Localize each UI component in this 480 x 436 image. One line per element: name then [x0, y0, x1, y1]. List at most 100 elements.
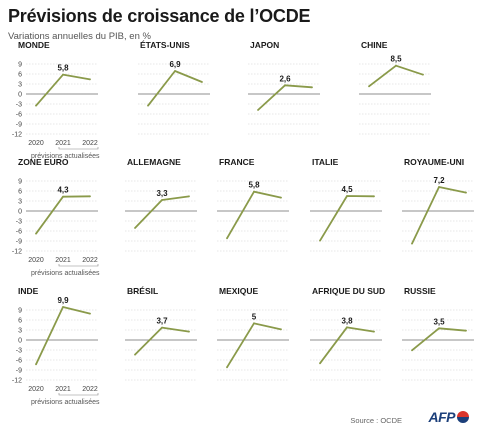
series-line-monde [35, 73, 91, 107]
x-tick-label: 2020 [28, 257, 44, 264]
y-tick-label: -9 [16, 368, 22, 375]
data-point-monde [35, 104, 37, 107]
x-tick-label: 2022 [82, 386, 98, 393]
data-point-russie [465, 329, 467, 332]
panel-title-bresil: BRÉSIL [127, 286, 158, 296]
data-point-japon [257, 109, 259, 111]
series-line-italie [319, 195, 375, 242]
data-point-bresil [134, 353, 136, 356]
data-point-france [253, 190, 255, 193]
data-point-royaume-uni [438, 186, 440, 188]
data-point-afrique-du-sud [346, 326, 348, 329]
data-point-japon [284, 84, 286, 87]
series-line-zone-euro [35, 195, 91, 235]
x-tick-label: 2020 [28, 140, 44, 147]
data-label-italie: 4,5 [341, 185, 353, 194]
data-label-mexique: 5 [252, 312, 257, 321]
panel-title-russie: RUSSIE [404, 286, 436, 296]
panel-title-japon: JAPON [250, 40, 279, 50]
y-tick-label: 9 [18, 308, 22, 315]
x-tick-label: 2020 [28, 386, 44, 393]
data-point-zone-euro [35, 232, 37, 235]
x-tick-label: 2022 [82, 257, 98, 264]
data-point-russie [411, 349, 413, 352]
forecast-note: prévisions actualisées [31, 153, 100, 160]
data-point-zone-euro [89, 195, 91, 198]
forecast-note: prévisions actualisées [31, 399, 100, 406]
series-line-etats-unis [147, 70, 203, 107]
data-label-inde: 9,9 [57, 296, 69, 305]
panel-title-allemagne: ALLEMAGNE [127, 157, 181, 167]
data-label-allemagne: 3,3 [156, 189, 168, 198]
panel-title-afrique-du-sud: AFRIQUE DU SUD [312, 286, 385, 296]
panel-title-monde: MONDE [18, 40, 50, 50]
page-title: Prévisions de croissance de l’OCDE [8, 6, 311, 26]
data-point-italie [319, 239, 321, 242]
panel-title-royaume-uni: ROYAUME-UNI [404, 157, 464, 167]
forecast-bracket [58, 393, 99, 396]
data-point-italie [346, 195, 348, 197]
y-tick-label: 0 [18, 338, 22, 345]
forecast-note: prévisions actualisées [31, 270, 100, 277]
data-point-monde [89, 78, 91, 81]
y-tick-label: 0 [18, 209, 22, 216]
data-point-etats-unis [201, 81, 203, 83]
data-point-chine [395, 64, 397, 67]
data-point-inde [35, 363, 37, 366]
y-tick-label: -3 [16, 348, 22, 355]
panel-title-etats-unis: ÉTATS-UNIS [140, 40, 190, 50]
y-tick-label: -3 [16, 102, 22, 109]
data-point-italie [373, 195, 375, 198]
data-point-royaume-uni [411, 242, 413, 245]
series-line-russie [411, 327, 467, 352]
data-point-bresil [161, 326, 163, 329]
data-point-mexique [253, 322, 255, 325]
y-tick-label: 6 [18, 318, 22, 325]
data-point-chine [368, 85, 370, 88]
y-tick-label: -12 [12, 249, 22, 256]
data-label-france: 5,8 [248, 181, 260, 190]
x-tick-label: 2021 [55, 386, 71, 393]
panel-title-chine: CHINE [361, 40, 388, 50]
data-point-inde [89, 312, 91, 315]
y-tick-label: -6 [16, 112, 22, 119]
data-point-afrique-du-sud [319, 362, 321, 365]
data-point-monde [62, 73, 64, 76]
data-point-afrique-du-sud [373, 330, 375, 333]
series-line-inde [35, 306, 91, 365]
afp-logo: AFP [429, 409, 471, 425]
data-point-allemagne [161, 199, 163, 201]
data-point-inde [62, 306, 64, 308]
chart-subtitle: Variations annuelles du PIB, en % [8, 31, 151, 42]
panel-title-france: FRANCE [219, 157, 255, 167]
y-tick-label: 3 [18, 82, 22, 89]
x-tick-label: 2021 [55, 257, 71, 264]
panel-title-mexique: MEXIQUE [219, 286, 259, 296]
data-label-chine: 8,5 [390, 55, 402, 64]
x-tick-label: 2021 [55, 140, 71, 147]
y-tick-label: 3 [18, 328, 22, 335]
y-tick-label: 0 [18, 92, 22, 99]
y-tick-label: -12 [12, 132, 22, 139]
data-label-zone-euro: 4,3 [57, 186, 69, 195]
data-label-japon: 2,6 [279, 74, 291, 83]
y-tick-label: -6 [16, 358, 22, 365]
data-point-mexique [280, 328, 282, 331]
data-label-monde: 5,8 [57, 64, 69, 73]
series-line-japon [257, 84, 313, 111]
data-point-japon [311, 86, 313, 89]
data-point-zone-euro [62, 195, 64, 198]
data-point-etats-unis [174, 70, 176, 72]
data-label-afrique-du-sud: 3,8 [341, 316, 353, 325]
series-line-france [226, 190, 282, 239]
y-tick-label: 6 [18, 72, 22, 79]
data-point-france [280, 196, 282, 199]
data-point-chine [422, 73, 424, 76]
y-tick-label: -12 [12, 378, 22, 385]
data-point-etats-unis [147, 104, 149, 107]
y-tick-label: -9 [16, 122, 22, 129]
source-note: Source : OCDE [350, 416, 402, 425]
y-tick-label: -3 [16, 219, 22, 226]
panel-title-inde: INDE [18, 286, 39, 296]
